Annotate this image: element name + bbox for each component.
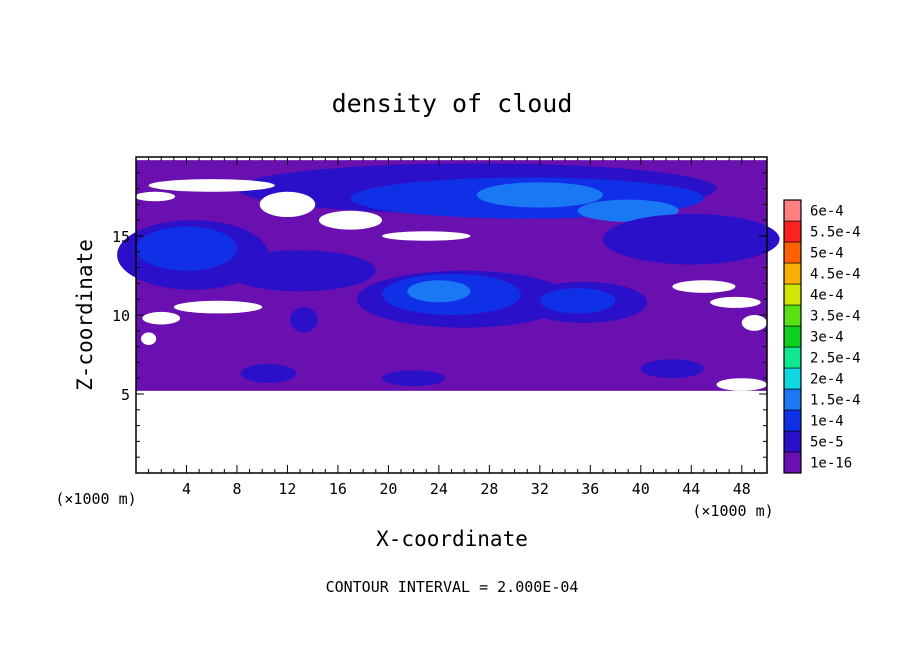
- colorbar-label: 3e-4: [810, 330, 844, 346]
- colorbar-swatch: [783, 451, 802, 474]
- contour-interval-note: CONTOUR INTERVAL = 2.000E-04: [326, 578, 579, 596]
- data-gap-7: [173, 300, 263, 314]
- cloud-feature-12: [539, 288, 616, 314]
- y-tick-label: 15: [112, 228, 130, 246]
- x-axis-label: X-coordinate: [376, 527, 528, 551]
- x-axis-ticks: 4 8 12 16 20 24 28 32 36 40 44 48: [148, 157, 755, 498]
- colorbar-label: 5e-4: [810, 246, 844, 262]
- x-tick-label: 48: [733, 480, 751, 498]
- colorbar-label: 3.5e-4: [810, 309, 861, 325]
- colorbar-swatch: [783, 241, 802, 264]
- cloud-feature-15: [382, 370, 446, 387]
- colorbar-label: 4e-4: [810, 288, 844, 304]
- colorbar-swatch: [783, 283, 802, 306]
- x-tick-label: 8: [232, 480, 241, 498]
- colorbar-swatch: [783, 430, 802, 453]
- cloud-feature-14: [240, 363, 297, 383]
- x-tick-label: 24: [430, 480, 448, 498]
- data-gap-2: [259, 191, 316, 218]
- colorbar-label: 6e-4: [810, 204, 844, 220]
- colorbar: 1e-16 5e-5 1e-4 1.5e-4 2e-4 2.5e-4 3e-4 3.5e-4 4…: [783, 199, 861, 474]
- cloud-feature-10: [407, 280, 471, 303]
- x-unit-left: (×1000 m): [55, 490, 136, 508]
- plot-area: [117, 160, 780, 391]
- colorbar-frame: [783, 199, 802, 474]
- colorbar-label: 2e-4: [810, 372, 844, 388]
- data-gap-3: [318, 210, 383, 230]
- x-tick-label: 16: [329, 480, 347, 498]
- data-gap-10: [741, 315, 767, 331]
- cloud-feature-6: [136, 226, 237, 271]
- data-gap-11: [716, 378, 767, 391]
- y-axis-label: Z-coordinate: [73, 239, 97, 391]
- y-tick-label: 10: [112, 307, 130, 325]
- cloud-feature-7: [224, 250, 376, 292]
- colorbar-label: 1.5e-4: [810, 393, 861, 409]
- colorbar-swatch: [783, 262, 802, 285]
- cloud-feature-13: [289, 307, 318, 333]
- colorbar-swatch: [783, 199, 802, 222]
- cloud-feature-3: [577, 199, 679, 222]
- x-tick-label: 40: [632, 480, 650, 498]
- colorbar-swatch: [783, 409, 802, 432]
- chart-title: density of cloud: [332, 89, 573, 118]
- colorbar-label: 4.5e-4: [810, 267, 861, 283]
- cloud-feature-16: [640, 359, 704, 379]
- colorbar-label: 1e-16: [810, 456, 852, 472]
- missing-data-regions: [134, 179, 767, 391]
- colorbar-swatch: [783, 367, 802, 390]
- data-gap-9: [141, 332, 157, 346]
- x-tick-label: 44: [682, 480, 700, 498]
- x-tick-label: 4: [182, 480, 191, 498]
- y-axis-ticks: 5 10 15: [112, 172, 767, 458]
- x-unit-right: (×1000 m): [692, 502, 773, 520]
- colorbar-label: 5e-5: [810, 435, 844, 451]
- data-gap-5: [672, 280, 736, 293]
- x-tick-label: 32: [531, 480, 549, 498]
- data-gap-1: [134, 191, 176, 202]
- colorbar-swatch: [783, 346, 802, 369]
- data-gap-8: [142, 311, 181, 325]
- x-tick-label: 36: [581, 480, 599, 498]
- colorbar-label: 2.5e-4: [810, 351, 861, 367]
- colorbar-swatch: [783, 304, 802, 327]
- y-tick-label: 5: [121, 386, 130, 404]
- cloud-feature-4: [602, 213, 780, 265]
- cloud-feature-2: [476, 182, 603, 208]
- colorbar-label: 1e-4: [810, 414, 844, 430]
- colorbar-swatch: [783, 220, 802, 243]
- x-tick-label: 20: [379, 480, 397, 498]
- data-gap-0: [148, 179, 275, 192]
- colorbar-label: 5.5e-4: [810, 225, 861, 241]
- x-tick-label: 12: [278, 480, 296, 498]
- colorbar-swatch: [783, 325, 802, 348]
- data-gap-6: [710, 296, 761, 308]
- data-gap-4: [382, 231, 471, 241]
- colorbar-swatch: [783, 388, 802, 411]
- x-tick-label: 28: [480, 480, 498, 498]
